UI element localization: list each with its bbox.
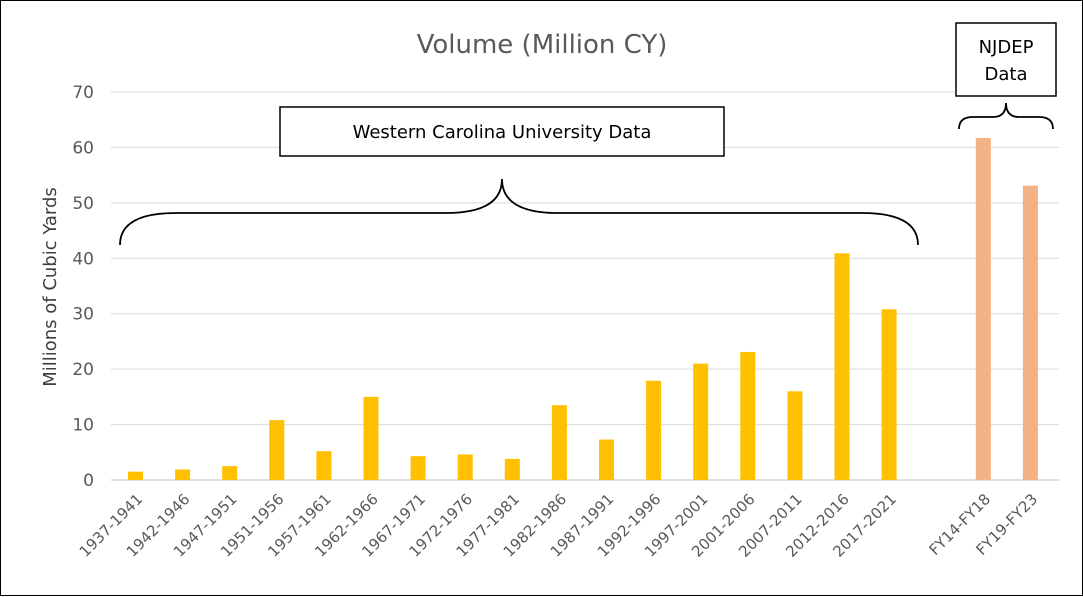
bar xyxy=(740,351,756,480)
y-tick-label: 50 xyxy=(72,194,94,214)
y-tick-labels: 0 10 20 30 40 50 60 70 xyxy=(72,83,94,491)
bar xyxy=(363,396,379,480)
bar xyxy=(975,138,991,480)
gridlines xyxy=(111,91,1059,481)
njdep-annotation: NJDEP Data xyxy=(955,22,1057,130)
bar xyxy=(316,451,332,480)
njdep-brace xyxy=(958,102,1054,130)
y-axis-label: Millions of Cubic Yards xyxy=(40,187,61,387)
bar xyxy=(128,471,143,480)
y-tick-label: 60 xyxy=(72,138,94,158)
bar xyxy=(834,253,850,480)
y-tick-label: 40 xyxy=(72,249,94,269)
bar xyxy=(646,380,662,480)
x-tick-labels: 1937-19411942-19461947-19511951-19561957… xyxy=(76,490,1041,561)
njdep-annotation-line-1: NJDEP xyxy=(979,37,1034,58)
y-tick-label: 30 xyxy=(72,305,94,325)
bar xyxy=(504,458,520,480)
wcu-annotation-box xyxy=(279,106,725,157)
wcu-brace xyxy=(119,178,919,246)
y-tick-label: 10 xyxy=(72,416,94,436)
bar xyxy=(269,420,285,480)
bar xyxy=(551,405,567,480)
chart-title: Volume (Million CY) xyxy=(417,30,668,60)
wcu-annotation: Western Carolina University Data xyxy=(119,106,919,246)
wcu-annotation-label: Western Carolina University Data xyxy=(353,122,652,143)
njdep-annotation-box xyxy=(955,22,1057,97)
y-tick-label: 20 xyxy=(72,360,94,380)
bar xyxy=(881,309,897,480)
bar xyxy=(222,466,238,480)
bar xyxy=(599,439,614,480)
bar xyxy=(693,363,709,480)
bar xyxy=(175,469,191,480)
bar xyxy=(410,456,426,480)
bar xyxy=(787,391,803,480)
bars xyxy=(128,138,1038,480)
bar xyxy=(1022,185,1038,480)
njdep-annotation-line-2: Data xyxy=(985,64,1028,85)
bar xyxy=(457,454,473,480)
y-tick-label: 70 xyxy=(72,83,94,103)
y-tick-label: 0 xyxy=(83,471,94,491)
